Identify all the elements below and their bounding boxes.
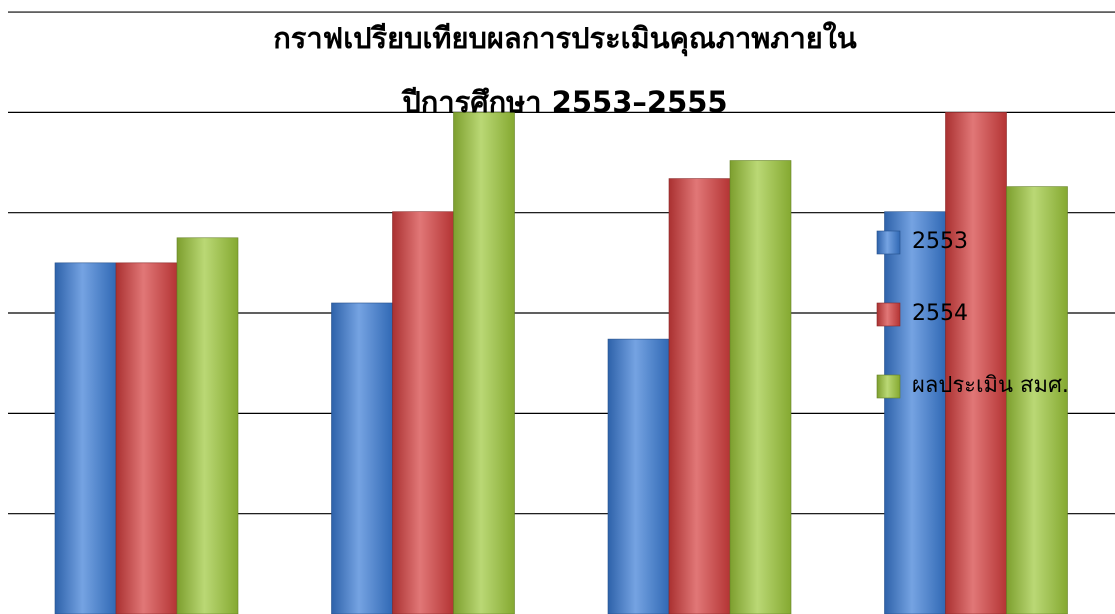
bar xyxy=(607,338,670,614)
legend-label: 2553 xyxy=(912,229,968,254)
bar xyxy=(1006,186,1068,614)
legend-swatch xyxy=(876,230,901,255)
bar xyxy=(945,112,1007,614)
bar xyxy=(54,262,117,614)
bar xyxy=(668,178,731,614)
bar xyxy=(729,160,792,614)
title: กราฟเปรียบเทียบผลการประเมินคุณภาพภายใน ป… xyxy=(273,21,857,119)
legend-label: 2554 xyxy=(912,301,968,326)
bar xyxy=(115,262,178,614)
bar xyxy=(884,211,946,614)
bars xyxy=(54,112,1068,614)
bar xyxy=(176,237,239,614)
legend-label: ผลประเมิน สมศ. xyxy=(912,373,1069,398)
chart-title: กราฟเปรียบเทียบผลการประเมินคุณภาพภายใน xyxy=(273,21,857,56)
legend: 2553 2554 ผลประเมิน สมศ. xyxy=(876,229,1069,399)
bar xyxy=(392,211,454,614)
bar xyxy=(453,112,515,614)
bar xyxy=(331,302,393,614)
legend-swatch xyxy=(876,374,901,399)
legend-swatch xyxy=(876,302,901,327)
chart-subtitle: ปีการศึกษา 2553–2555 xyxy=(401,85,728,119)
